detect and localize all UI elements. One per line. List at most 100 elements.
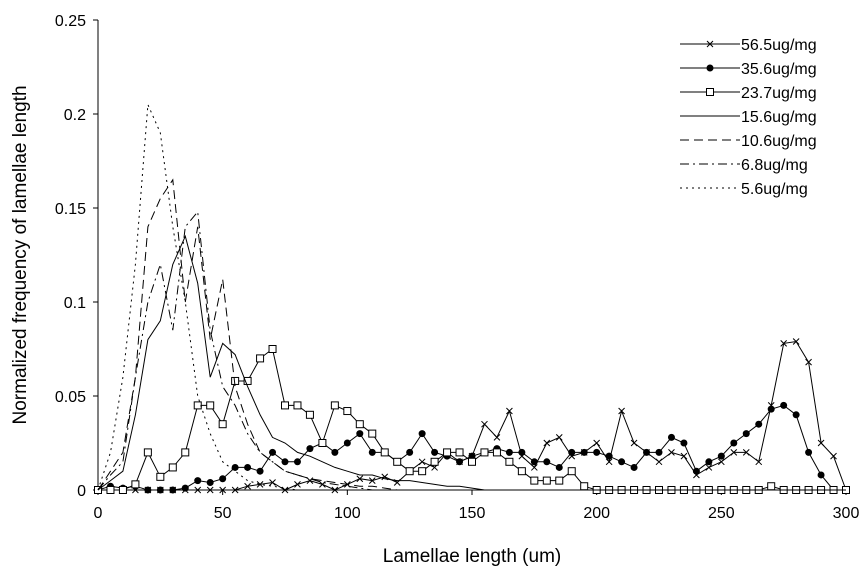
data-point <box>505 457 514 466</box>
legend-marker <box>706 64 714 72</box>
data-point <box>356 430 364 438</box>
data-point <box>219 486 227 494</box>
data-point <box>767 482 776 491</box>
data-point <box>405 467 414 476</box>
data-point <box>281 458 289 466</box>
data-point <box>305 410 314 419</box>
x-tick-label: 250 <box>708 505 735 522</box>
data-point <box>567 467 576 476</box>
data-point <box>493 434 501 441</box>
data-point <box>156 486 164 494</box>
data-point <box>705 464 713 471</box>
data-point <box>755 458 763 466</box>
data-point <box>618 407 625 415</box>
data-point <box>530 458 538 466</box>
axes <box>93 19 847 495</box>
data-point <box>294 481 301 488</box>
data-point <box>443 448 452 457</box>
y-tick-label: 0 <box>77 483 86 500</box>
x-axis-label: Lamellae length (um) <box>383 546 561 567</box>
legend: 56.5ug/mg 35.6ug/mg 23.7ug/mg 15.6ug/mg 10.6… <box>680 37 817 198</box>
data-point <box>231 486 239 494</box>
legend-marker <box>706 88 714 96</box>
data-point <box>169 486 177 494</box>
data-point <box>580 448 588 456</box>
tick-labels: 0 0.05 0.1 0.15 0.2 0.25 0 50 100 150 200 250 300 <box>55 13 860 522</box>
data-point <box>780 401 788 409</box>
x-tick-label: 0 <box>94 505 103 522</box>
data-point <box>655 448 663 456</box>
data-point <box>269 448 277 456</box>
data-point <box>406 448 414 456</box>
data-point <box>817 471 825 479</box>
x-tick-label: 200 <box>583 505 610 522</box>
data-point <box>330 401 339 410</box>
data-point <box>193 401 202 410</box>
data-point <box>630 439 638 447</box>
data-point <box>306 477 314 484</box>
data-point <box>755 420 763 428</box>
data-point <box>593 448 601 456</box>
data-point <box>530 464 538 471</box>
data-point <box>281 401 289 410</box>
data-point <box>318 439 327 447</box>
data-point <box>692 467 700 475</box>
x-tick-label: 100 <box>334 505 361 522</box>
data-point <box>331 448 339 456</box>
data-point <box>668 449 675 456</box>
data-point <box>268 345 277 353</box>
data-point <box>492 448 501 457</box>
series-line <box>98 340 847 491</box>
data-point <box>805 448 813 456</box>
data-point <box>456 458 464 466</box>
data-point <box>218 420 227 429</box>
data-point <box>156 472 165 481</box>
data-point <box>293 401 302 410</box>
data-point <box>206 486 214 494</box>
data-point <box>705 458 713 466</box>
data-point <box>293 458 301 466</box>
series-line <box>97 178 846 491</box>
y-tick-label: 0.1 <box>64 295 86 312</box>
data-point <box>830 452 837 460</box>
data-point <box>667 433 675 441</box>
legend-label: 5.6ug/mg <box>741 181 808 198</box>
series <box>97 178 846 491</box>
data-point <box>118 486 127 494</box>
data-point <box>418 467 427 476</box>
data-point <box>742 449 750 456</box>
data-point <box>393 457 402 466</box>
data-point <box>817 439 825 447</box>
data-point <box>168 463 177 472</box>
data-point <box>368 477 376 484</box>
data-point <box>543 458 551 466</box>
data-point <box>455 448 464 457</box>
y-tick-label: 0.2 <box>64 107 86 124</box>
data-point <box>368 429 377 438</box>
x-tick-label: 50 <box>214 505 232 522</box>
legend-label: 10.6ug/mg <box>741 133 817 150</box>
legend-label: 35.6ug/mg <box>741 61 817 78</box>
data-point <box>480 448 489 457</box>
y-tick-label: 0.25 <box>55 13 86 30</box>
data-point <box>680 452 688 460</box>
series-layer <box>94 104 850 494</box>
data-point <box>555 434 563 441</box>
data-point <box>256 467 264 475</box>
y-axis-label: Normalized frequency of lamellae length <box>10 85 31 424</box>
data-point <box>468 457 476 466</box>
data-point <box>505 448 513 456</box>
data-point <box>256 481 264 488</box>
data-point <box>717 458 725 466</box>
data-point <box>343 439 351 447</box>
data-point <box>555 463 563 471</box>
data-point <box>431 448 439 456</box>
data-point <box>593 439 601 447</box>
series-line <box>97 210 846 491</box>
data-point <box>206 478 214 486</box>
data-point <box>530 476 539 485</box>
data-point <box>630 463 638 471</box>
series <box>97 104 846 491</box>
series-line <box>97 404 846 491</box>
data-point <box>430 457 439 466</box>
